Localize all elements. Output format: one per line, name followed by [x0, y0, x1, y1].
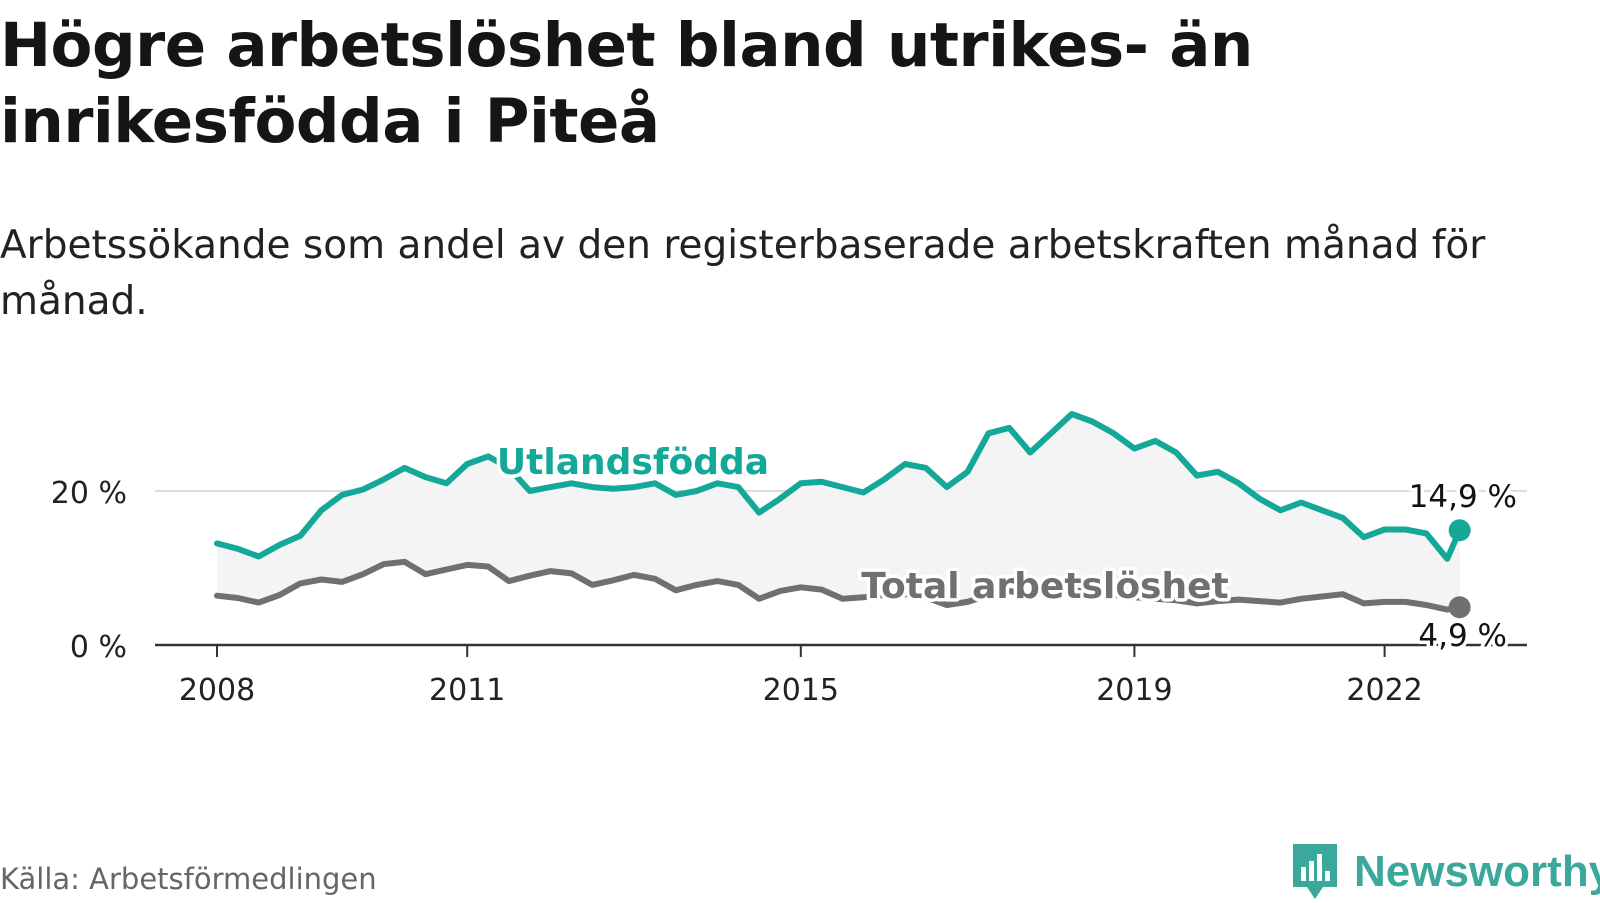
x-tick-label: 2022: [1346, 673, 1422, 708]
x-tick-label: 2008: [179, 673, 255, 708]
y-tick-label: 20 %: [51, 476, 127, 511]
series-label-total: Total arbetslöshet: [861, 566, 1229, 607]
x-tick-label: 2011: [429, 673, 505, 708]
end-value-total: 4,9 %: [1418, 618, 1507, 654]
chart-title: Högre arbetslöshet bland utrikes- än inr…: [0, 10, 1253, 157]
series-line-total: [214, 558, 1463, 613]
gap-band: [217, 414, 1460, 610]
newsworthy-logo-icon: [1293, 844, 1337, 899]
source-note: Källa: Arbetsförmedlingen: [0, 862, 377, 896]
series-line-utlandsfodda: [214, 411, 1463, 562]
series-end-point: [1448, 519, 1471, 542]
series-end-point: [1448, 596, 1471, 619]
chart-subtitle: Arbetssökande som andel av den registerb…: [0, 223, 1486, 324]
end-value-utlandsfodda: 14,9 %: [1409, 479, 1517, 515]
y-tick-label: 0 %: [70, 630, 127, 665]
brand-logo: Newsworthy: [1290, 842, 1600, 902]
x-tick-label: 2015: [763, 673, 839, 708]
series-label-utlandsfodda: Utlandsfödda: [497, 442, 769, 483]
x-tick-label: 2019: [1096, 673, 1172, 708]
brand-name: Newsworthy: [1354, 847, 1600, 896]
